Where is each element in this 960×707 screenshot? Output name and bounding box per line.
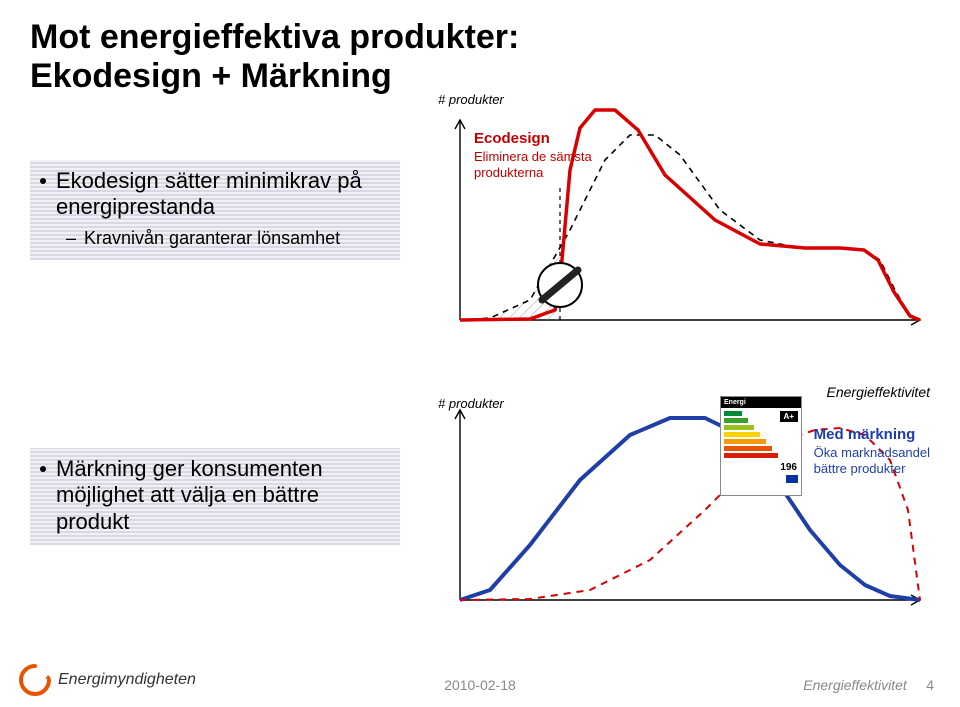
energy-label-thumbnail: Energi A+ 196	[720, 396, 802, 496]
bottom-chart: Energieffektivitet Med märkning Öka mark…	[420, 390, 940, 620]
energy-label-bars: A+	[721, 408, 801, 462]
dash-icon: –	[66, 227, 76, 250]
title-line1: Mot energieffektiva produkter:	[30, 18, 519, 56]
bullet-dot-icon	[40, 178, 46, 184]
page-title: Mot energieffektiva produkter: Ekodesign…	[30, 18, 650, 96]
top-bullets: Ekodesign sätter minimikrav på energipre…	[30, 160, 400, 260]
title-line2: Ekodesign + Märkning	[30, 57, 392, 95]
med-title: Med märkning	[814, 426, 930, 445]
footer-right-text: Energieffektivitet	[803, 677, 907, 693]
ecodesign-sub2: produkterna	[474, 165, 592, 181]
bullet-text: Märkning ger konsumenten möjlighet att v…	[56, 456, 390, 535]
med-sub2: bättre produkter	[814, 461, 930, 477]
ecodesign-sub1: Eliminera de sämsta	[474, 149, 592, 165]
logo: Energimyndigheten	[18, 663, 196, 697]
bottom-bullets: Märkning ger konsumenten möjlighet att v…	[30, 448, 400, 545]
logo-text: Energimyndigheten	[58, 671, 196, 689]
bullet-shade: Ekodesign sätter minimikrav på energipre…	[30, 160, 400, 260]
bullet-line: Ekodesign sätter minimikrav på energipre…	[40, 168, 390, 221]
footer-right: Energieffektivitet 4	[803, 677, 934, 693]
top-chart: Ecodesign Eliminera de sämsta produktern…	[420, 100, 940, 340]
energy-label-header: Energi	[721, 397, 801, 408]
energy-footer	[721, 473, 801, 486]
bullet-line: Märkning ger konsumenten möjlighet att v…	[40, 456, 390, 535]
sub-bullet-text: Kravnivån garanterar lönsamhet	[84, 227, 340, 250]
energy-bar	[724, 425, 754, 430]
energy-bar	[724, 453, 778, 458]
footer: Energimyndigheten 2010-02-18 Energieffek…	[0, 657, 960, 707]
footer-date: 2010-02-18	[444, 677, 516, 693]
ecodesign-title: Ecodesign	[474, 130, 592, 149]
page-number: 4	[926, 677, 934, 693]
ecodesign-label: Ecodesign Eliminera de sämsta produktern…	[474, 130, 592, 181]
bottom-chart-svg	[420, 390, 940, 620]
energy-bar	[724, 446, 772, 451]
energy-bar	[724, 411, 742, 416]
bullet-dot-icon	[40, 466, 46, 472]
med-markning-label: Med märkning Öka marknadsandel bättre pr…	[814, 426, 930, 477]
energy-bar	[724, 432, 760, 437]
energy-bar	[724, 439, 766, 444]
med-sub1: Öka marknadsandel	[814, 445, 930, 461]
bullet-shade: Märkning ger konsumenten möjlighet att v…	[30, 448, 400, 545]
x-axis-right-label: Energieffektivitet	[827, 384, 931, 400]
sub-bullet-line: – Kravnivån garanterar lönsamhet	[66, 227, 390, 250]
logo-swirl-icon	[18, 663, 52, 697]
bullet-text: Ekodesign sätter minimikrav på energipre…	[56, 168, 390, 221]
eu-flag-icon	[786, 475, 798, 483]
class-badge: A+	[780, 411, 798, 422]
energy-bar	[724, 418, 748, 423]
energy-big-number: 196	[721, 462, 801, 473]
